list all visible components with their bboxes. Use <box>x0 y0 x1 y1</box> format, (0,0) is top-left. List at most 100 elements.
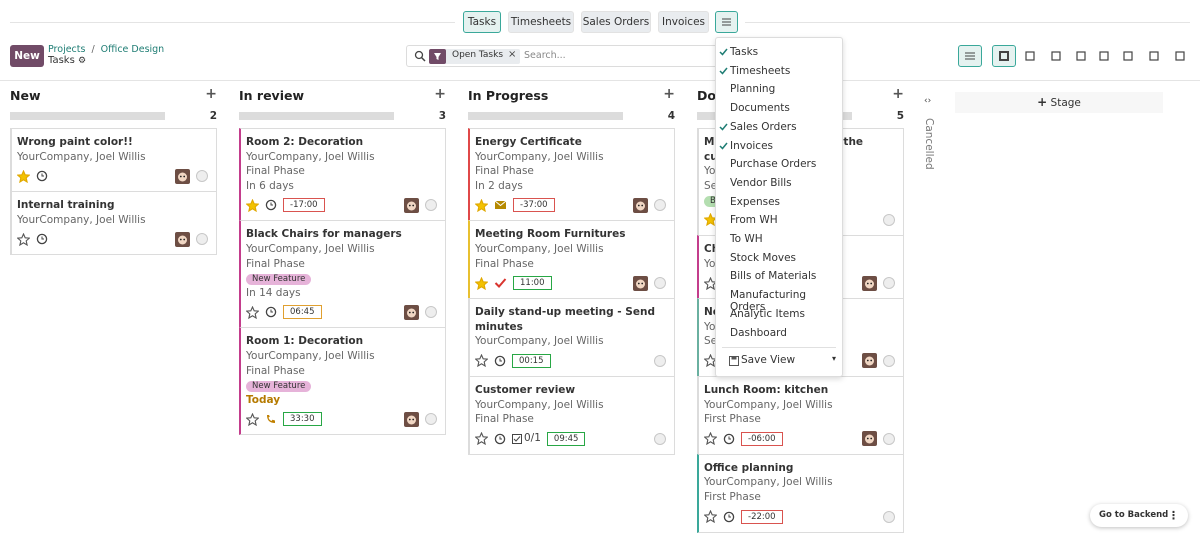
menu-item[interactable]: Stock Moves <box>730 251 797 264</box>
menu-item[interactable]: From WH <box>730 214 778 227</box>
menu-item[interactable]: Timesheets <box>730 64 791 77</box>
task-card[interactable]: Room 1: Decoration YourCompany, Joel Will… <box>239 327 446 436</box>
status-dot[interactable] <box>425 199 437 212</box>
card-company: YourCompany, Joel Willis <box>246 242 375 255</box>
status-dot[interactable] <box>883 213 895 226</box>
priority-star[interactable] <box>17 232 30 246</box>
priority-star[interactable] <box>246 198 259 212</box>
column-header: In Progress + <box>468 86 675 108</box>
menu-item[interactable]: Tasks <box>730 46 759 58</box>
fold-toggle[interactable]: ‹› <box>924 96 932 106</box>
task-card[interactable]: Internal training YourCompany, Joel Willi… <box>10 191 217 256</box>
menu-item[interactable]: Invoices <box>730 139 774 152</box>
priority-star[interactable] <box>246 412 259 426</box>
task-card[interactable]: Black Chairs for managers YourCompany, Jo… <box>239 220 446 329</box>
view-button[interactable] <box>992 45 1016 67</box>
priority-star[interactable] <box>704 213 717 227</box>
priority-star[interactable] <box>475 198 488 212</box>
status-dot[interactable] <box>196 170 208 183</box>
task-card[interactable]: Customer review YourCompany, Joel Willis F… <box>468 375 675 455</box>
priority-star[interactable] <box>704 510 717 523</box>
tag-row: New Feature <box>246 378 437 393</box>
task-card[interactable]: Wrong paint color!! YourCompany, Joel Wil… <box>10 128 217 193</box>
activity-icon[interactable] <box>265 306 277 318</box>
backend-button[interactable]: Go to Backend ⋮ <box>1090 504 1188 527</box>
breadcrumb-link[interactable]: Office Design <box>100 44 165 55</box>
search-placeholder[interactable]: Search... <box>524 50 566 61</box>
priority-star[interactable] <box>704 276 717 290</box>
filter-remove[interactable]: × <box>508 49 517 60</box>
priority-star[interactable] <box>246 305 259 319</box>
status-dot[interactable] <box>883 510 895 523</box>
priority-star[interactable] <box>475 354 488 368</box>
quick-create[interactable]: + <box>663 86 675 102</box>
status-dot[interactable] <box>883 277 895 290</box>
status-dot[interactable] <box>883 354 895 367</box>
tab[interactable]: Invoices <box>658 11 709 33</box>
view-button[interactable] <box>1168 45 1192 67</box>
tab[interactable]: Sales Orders <box>581 11 651 33</box>
status-dot[interactable] <box>654 277 666 290</box>
activity-icon[interactable] <box>265 199 277 211</box>
filter-panel-toggle[interactable] <box>958 45 982 67</box>
card-title: Room 2: Decoration <box>246 136 364 148</box>
task-card[interactable]: Office planning YourCompany, Joel Willis F… <box>697 453 904 533</box>
menu-item[interactable]: Purchase Orders <box>730 158 817 171</box>
view-button[interactable] <box>1044 45 1068 67</box>
status-dot[interactable] <box>425 413 437 426</box>
add-stage-button[interactable]: + Stage <box>955 92 1163 113</box>
view-button[interactable] <box>1018 45 1042 67</box>
menu-item[interactable]: Expenses <box>730 195 781 208</box>
priority-star[interactable] <box>704 432 717 446</box>
quick-create[interactable]: + <box>205 86 217 102</box>
activity-icon[interactable] <box>494 433 506 445</box>
status-dot[interactable] <box>654 199 666 212</box>
task-card[interactable]: Lunch Room: kitchen YourCompany, Joel Wil… <box>697 375 904 455</box>
quick-create[interactable]: + <box>892 86 904 102</box>
priority-star[interactable] <box>475 276 488 290</box>
menu-item[interactable]: Manufacturing Orders <box>730 289 807 314</box>
view-button[interactable] <box>1069 45 1093 67</box>
task-card[interactable]: Daily stand-up meeting - Send minutes You… <box>468 298 675 377</box>
quick-create[interactable]: + <box>434 86 446 102</box>
menu-item[interactable]: Bills of Materials <box>730 270 817 283</box>
tab[interactable]: Timesheets <box>508 11 574 33</box>
activity-icon[interactable] <box>36 170 48 182</box>
menu-item[interactable]: To WH <box>730 233 763 245</box>
search-box[interactable]: Open Tasks × Search... <box>406 45 726 67</box>
view-button[interactable] <box>1092 45 1116 67</box>
task-card[interactable]: Energy Certificate YourCompany, Joel Will… <box>468 128 675 222</box>
activity-icon[interactable] <box>265 413 277 425</box>
priority-star[interactable] <box>704 354 717 368</box>
priority-star[interactable] <box>17 169 30 183</box>
status-dot[interactable] <box>654 354 666 367</box>
view-button[interactable] <box>1116 45 1140 67</box>
menu-item[interactable]: Documents <box>730 102 790 115</box>
menu-item[interactable]: Planning <box>730 83 776 96</box>
status-dot[interactable] <box>425 306 437 319</box>
status-dot[interactable] <box>883 432 895 445</box>
tab[interactable]: Tasks <box>463 11 501 33</box>
task-card[interactable]: Room 2: Decoration YourCompany, Joel Will… <box>239 128 446 222</box>
menu-item[interactable]: Dashboard <box>730 326 787 339</box>
activity-icon[interactable] <box>494 199 507 211</box>
breadcrumb-link[interactable]: Projects <box>48 44 86 55</box>
new-button[interactable]: New <box>10 45 44 67</box>
activity-icon[interactable] <box>494 355 506 367</box>
activity-icon[interactable] <box>494 277 507 289</box>
task-card[interactable]: Meeting Room Furnitures YourCompany, Joel… <box>468 220 675 300</box>
tab-settings-button[interactable] <box>715 11 738 33</box>
activity-icon[interactable] <box>723 511 735 523</box>
priority-star[interactable] <box>475 432 488 446</box>
folded-column[interactable]: Cancelled <box>922 118 936 178</box>
view-button[interactable] <box>1142 45 1166 67</box>
save-view[interactable]: Save View <box>741 354 796 366</box>
activity-icon[interactable] <box>723 433 735 445</box>
card-title: Energy Certificate <box>475 136 582 148</box>
status-dot[interactable] <box>196 233 208 246</box>
menu-item[interactable]: Analytic Items <box>730 307 805 320</box>
status-dot[interactable] <box>654 432 666 445</box>
menu-item[interactable]: Vendor Bills <box>730 176 792 189</box>
menu-item[interactable]: Sales Orders <box>730 120 797 133</box>
activity-icon[interactable] <box>36 233 48 245</box>
